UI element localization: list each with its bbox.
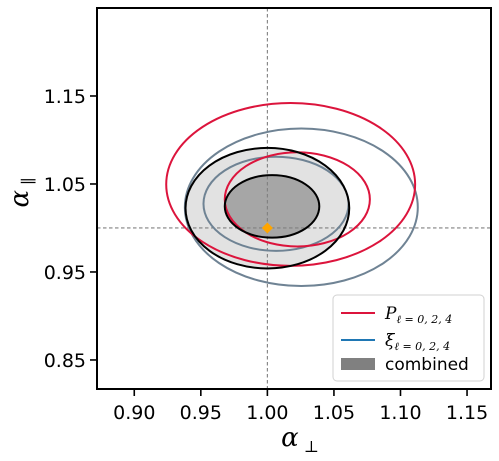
y-tick-label: 0.85: [44, 350, 86, 372]
plot-content: [97, 8, 491, 389]
legend-combined-swatch: [341, 358, 375, 370]
legend-p-label: Pℓ = 0, 2, 4: [384, 304, 452, 326]
y-tick-label: 1.05: [44, 174, 86, 196]
y-axis-label: α ∥: [5, 177, 38, 207]
plot-frame: [96, 7, 492, 390]
y-tick-label: 0.95: [44, 262, 86, 284]
combined-2sigma-contour: [184, 146, 351, 270]
x-tick-label: 1.15: [446, 402, 488, 424]
x-tick-label: 1.00: [246, 402, 288, 424]
combined-1sigma-contour: [223, 174, 321, 239]
legend-combined-label: combined: [385, 355, 469, 375]
x-tick-label: 0.90: [113, 402, 155, 424]
legend-xi-label: ξℓ = 0, 2, 4: [385, 331, 450, 353]
y-tick-label: 1.15: [44, 86, 86, 108]
fiducial-point-marker: [261, 222, 273, 234]
x-tick-label: 1.05: [313, 402, 355, 424]
combined-1sigma-fill: [224, 175, 320, 238]
x-tick-label: 1.10: [379, 402, 421, 424]
x-axis-label: α ⊥: [281, 423, 319, 456]
x-tick-label: 0.95: [180, 402, 222, 424]
